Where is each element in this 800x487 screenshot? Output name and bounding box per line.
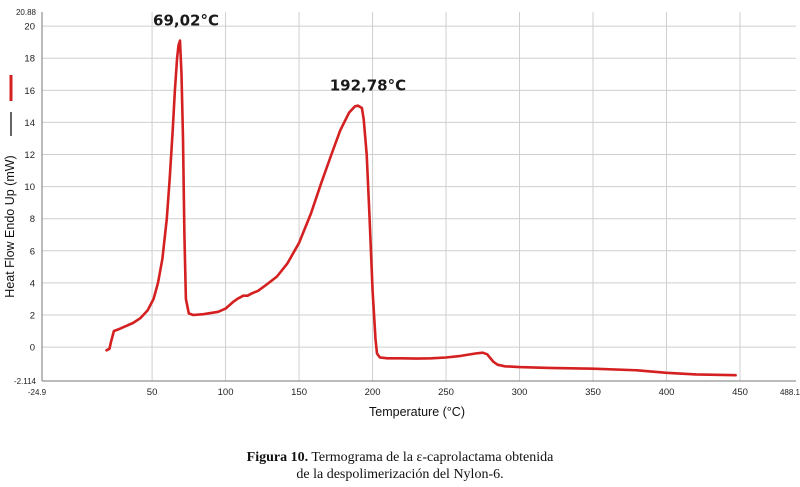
figure-caption: Figura 10. Termograma de la ε-caprolacta… bbox=[0, 449, 800, 466]
x-tick-label: 400 bbox=[659, 387, 675, 398]
tick-labels: 50 100 150 200 250 300 350 400 450 0 2 4 6 8 10 12 14 16 1… bbox=[14, 8, 800, 398]
caption-label: Figura 10. bbox=[246, 450, 309, 465]
x-tick-label: 250 bbox=[438, 387, 454, 398]
y-max-label: 20.88 bbox=[16, 8, 37, 17]
chart-grid bbox=[42, 12, 796, 381]
y-tick-label: 18 bbox=[24, 54, 35, 65]
y-tick-label: 16 bbox=[24, 86, 35, 97]
y-tick-label: 0 bbox=[30, 343, 35, 354]
x-tick-label: 100 bbox=[218, 387, 234, 398]
x-tick-label: 350 bbox=[585, 387, 601, 398]
y-tick-label: 20 bbox=[24, 22, 35, 33]
peak-label-2: 192,78°C bbox=[330, 77, 406, 95]
y-axis-label: Heat Flow Endo Up (mW) bbox=[3, 155, 17, 297]
x-tick-label: 450 bbox=[732, 387, 748, 398]
y-tick-label: 8 bbox=[30, 214, 35, 225]
peak-annotations: 69,02°C 192,78°C bbox=[153, 12, 406, 95]
x-tick-label: 200 bbox=[365, 387, 381, 398]
y-tick-label: 4 bbox=[30, 278, 35, 289]
chart-axes bbox=[41, 12, 796, 382]
x-max-label: 488.1 bbox=[780, 388, 800, 397]
x-axis-label: Temperature (°C) bbox=[369, 405, 465, 419]
x-tick-label: 300 bbox=[512, 387, 528, 398]
x-tick-label: 150 bbox=[291, 387, 307, 398]
caption-line-1: Termograma de la ε-caprolactama obtenida bbox=[311, 450, 554, 465]
y-tick-label: 14 bbox=[24, 118, 35, 129]
series-layer bbox=[105, 39, 737, 377]
figure-caption-line-2: de la despolimerización del Nylon-6. bbox=[0, 466, 800, 483]
peak-label-1: 69,02°C bbox=[153, 12, 219, 30]
y-tick-label: 10 bbox=[24, 182, 35, 193]
y-tick-label: 2 bbox=[30, 310, 35, 321]
y-tick-label: 12 bbox=[24, 150, 35, 161]
x-min-label: -24.9 bbox=[28, 388, 47, 397]
caption-line-2: de la despolimerización del Nylon-6. bbox=[296, 467, 504, 482]
x-tick-label: 50 bbox=[147, 387, 158, 398]
y-tick-label: 6 bbox=[30, 246, 35, 257]
heat-flow-line bbox=[105, 39, 737, 377]
y-min-label: -2.114 bbox=[14, 377, 37, 386]
